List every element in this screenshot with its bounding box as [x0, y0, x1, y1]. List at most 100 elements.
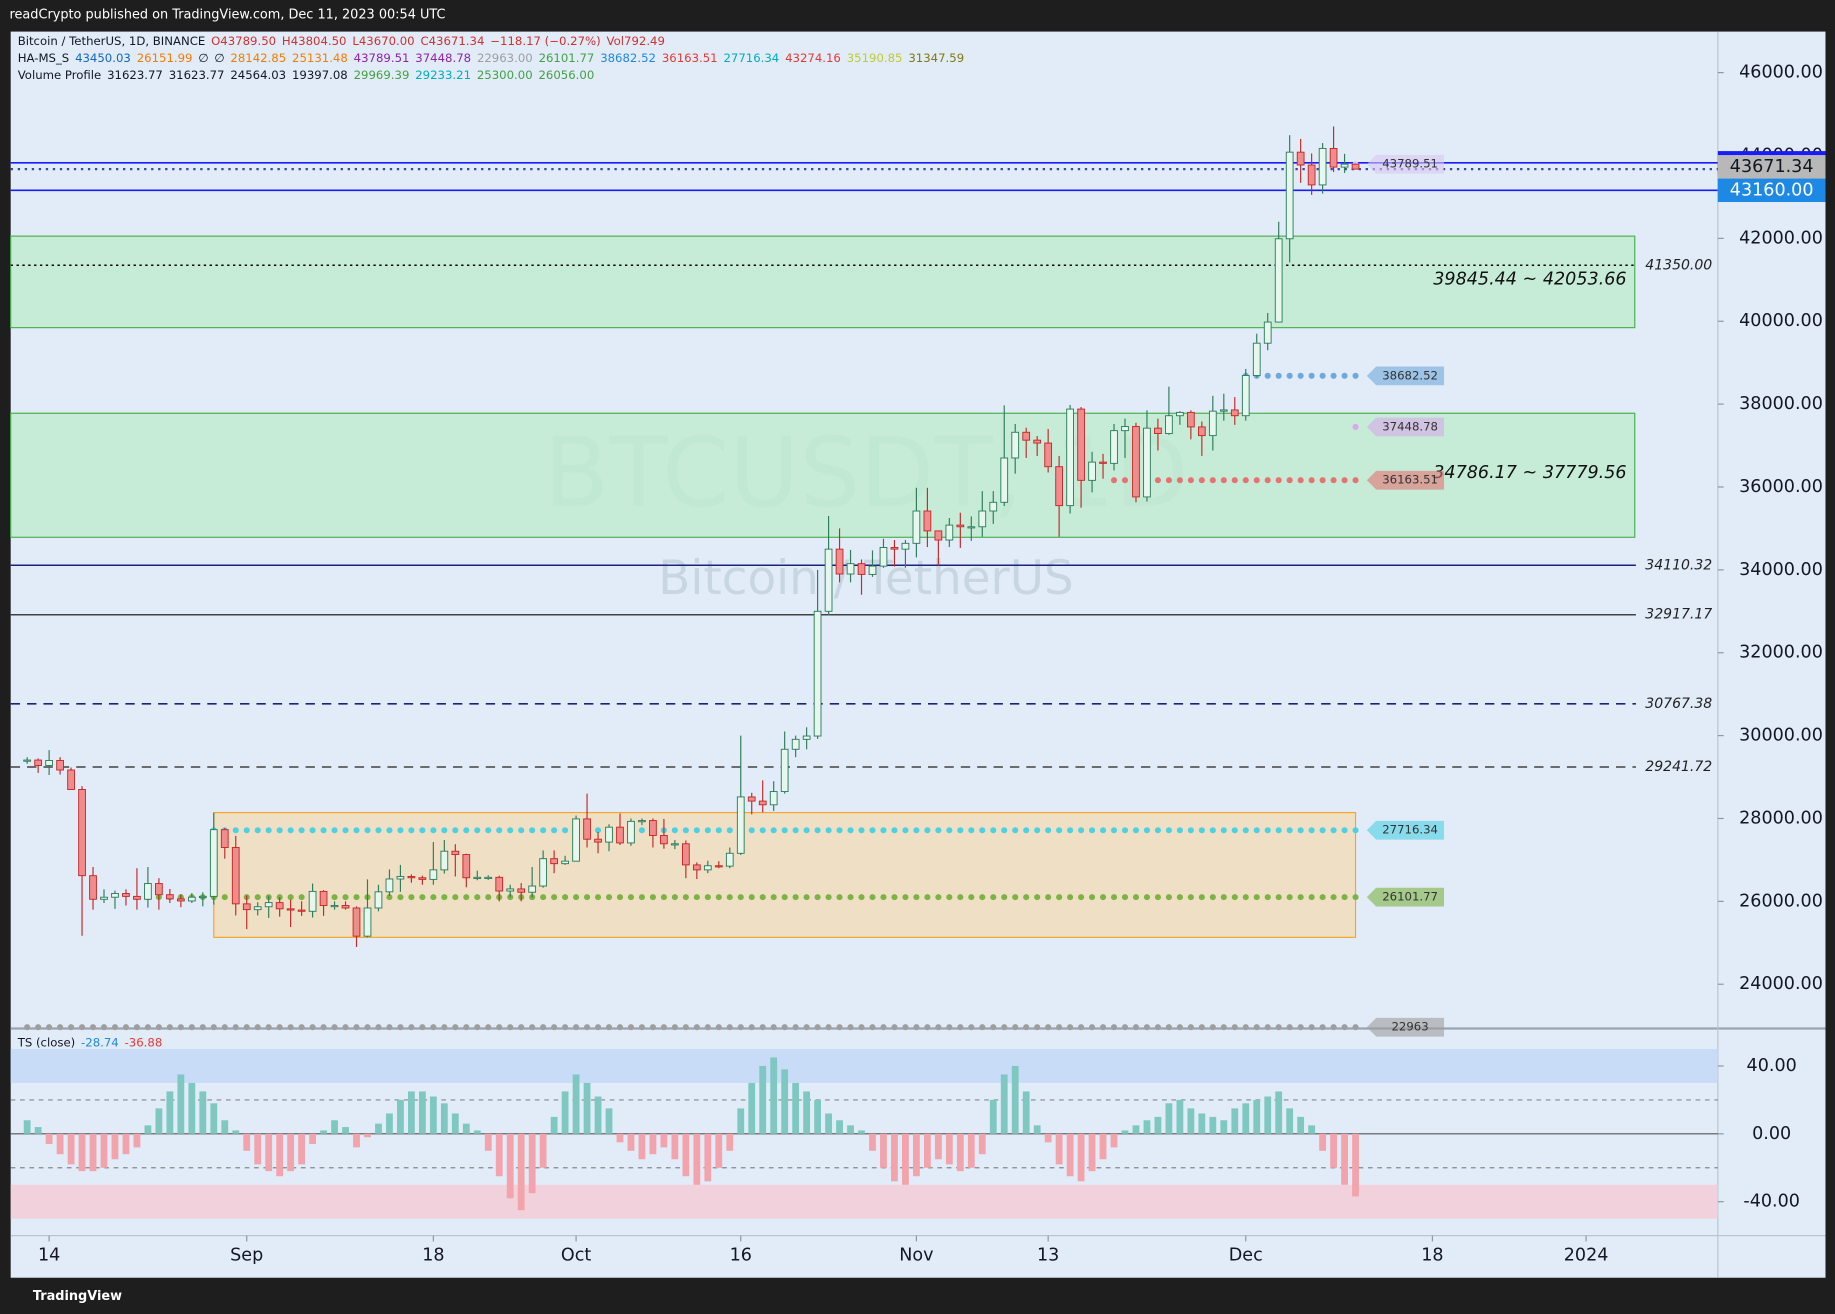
marker-dot	[408, 827, 415, 834]
marker-dot	[902, 1024, 909, 1031]
marker-dot	[1187, 894, 1194, 901]
marker-tag	[1366, 820, 1445, 840]
marker-dot	[1023, 1024, 1030, 1031]
ts-legend-value: -36.88	[125, 1035, 163, 1049]
ts-bar	[1231, 1108, 1239, 1134]
level-label: 32917.17	[1645, 607, 1712, 623]
marker-dot	[1297, 894, 1304, 901]
marker-dot	[1330, 372, 1337, 379]
legend-item: 26151.99	[137, 50, 193, 64]
candle-body	[330, 905, 339, 908]
marker-dot	[1341, 477, 1348, 484]
price-tag-label: 43160.00	[1730, 180, 1814, 200]
marker-dot	[265, 1024, 272, 1031]
candle-body	[187, 896, 196, 902]
marker-dot	[638, 894, 645, 901]
legend-item: 26056.00	[539, 67, 595, 81]
candle-body	[1143, 427, 1151, 498]
candle-body	[56, 760, 64, 771]
legend-item: 29233.21	[415, 67, 471, 81]
candle-body	[1088, 461, 1096, 481]
candle-body	[1186, 411, 1195, 428]
marker-dot	[1275, 894, 1282, 901]
marker-dot	[529, 827, 536, 834]
marker-dot	[518, 827, 525, 834]
candle-body	[451, 850, 460, 856]
marker-dot	[35, 1024, 42, 1031]
marker-dot	[847, 894, 854, 901]
marker-label: 36163.51	[1382, 473, 1438, 487]
marker-dot	[869, 827, 876, 834]
marker-dot	[594, 1024, 602, 1031]
marker-dot	[353, 827, 360, 834]
marker-dot	[1330, 1024, 1337, 1031]
marker-dot	[232, 827, 239, 834]
marker-dot	[1034, 827, 1041, 834]
marker-dot	[1330, 827, 1337, 834]
marker-dot	[79, 1024, 86, 1031]
candle-body	[78, 789, 86, 877]
candle-body	[967, 526, 976, 529]
marker-dot	[364, 1024, 371, 1031]
legend-line: HA-MS_S 43450.03 26151.99 ∅ ∅ 28142.85 25131.4…	[18, 50, 964, 64]
legend-item: 43450.03	[75, 50, 131, 64]
ts-bar	[418, 1091, 426, 1134]
ts-bar	[1286, 1108, 1294, 1134]
y-tick-label: 26000.00	[1739, 891, 1823, 911]
marker-dot	[1056, 894, 1063, 901]
candle-body	[1121, 426, 1129, 432]
legend-item: 19397.08	[292, 67, 348, 81]
ts-bar	[737, 1108, 745, 1134]
marker-dot	[1330, 894, 1337, 901]
marker-label: 22963	[1392, 1020, 1429, 1034]
marker-dot	[594, 894, 602, 901]
marker-dot	[1121, 894, 1129, 901]
marker-dot	[1253, 477, 1260, 484]
candle-body	[429, 869, 438, 880]
candle-body	[275, 902, 284, 910]
marker-dot	[770, 894, 777, 901]
ts-bar	[847, 1125, 854, 1134]
ts-bar	[111, 1133, 119, 1160]
candle-body	[791, 738, 800, 750]
marker-dot	[1352, 1024, 1359, 1031]
legend-item: 43274.16	[785, 50, 841, 64]
ts-bar	[902, 1133, 909, 1185]
candle-body	[319, 890, 328, 906]
marker-dot	[1176, 827, 1183, 834]
marker-dot	[737, 1024, 744, 1031]
marker-dot	[979, 1024, 986, 1031]
y-tick-label: 28000.00	[1739, 808, 1823, 828]
marker-dot	[748, 894, 755, 901]
marker-dot	[715, 1024, 722, 1031]
marker-dot	[485, 827, 492, 834]
marker-dot	[913, 1024, 920, 1031]
marker-dot	[397, 1024, 404, 1031]
ts-bar	[978, 1133, 986, 1155]
marker-dot	[562, 1024, 569, 1031]
marker-dots	[1242, 372, 1359, 379]
marker-dot	[616, 894, 624, 901]
marker-dot	[1264, 477, 1271, 484]
marker-dot	[397, 894, 404, 901]
marker-dot	[1089, 1024, 1096, 1031]
marker-dot	[1242, 1024, 1249, 1031]
marker-dot	[287, 827, 294, 834]
marker-dot	[1308, 1024, 1315, 1031]
ts-bar	[704, 1133, 712, 1182]
marker-dot	[353, 894, 360, 901]
marker-dot	[935, 1024, 942, 1031]
candle-body	[34, 759, 43, 766]
marker-dot	[1154, 1024, 1161, 1031]
candle-body	[220, 829, 229, 848]
marker-dots	[24, 1024, 1359, 1031]
marker-dot	[221, 1024, 228, 1031]
marker-dots	[210, 827, 1359, 834]
candle-body	[671, 843, 679, 846]
ts-bar	[1044, 1133, 1052, 1143]
candle-body	[407, 876, 416, 879]
y-tick-label: 0.00	[1752, 1124, 1791, 1144]
marker-dot	[1220, 827, 1227, 834]
candle-body	[561, 860, 569, 865]
